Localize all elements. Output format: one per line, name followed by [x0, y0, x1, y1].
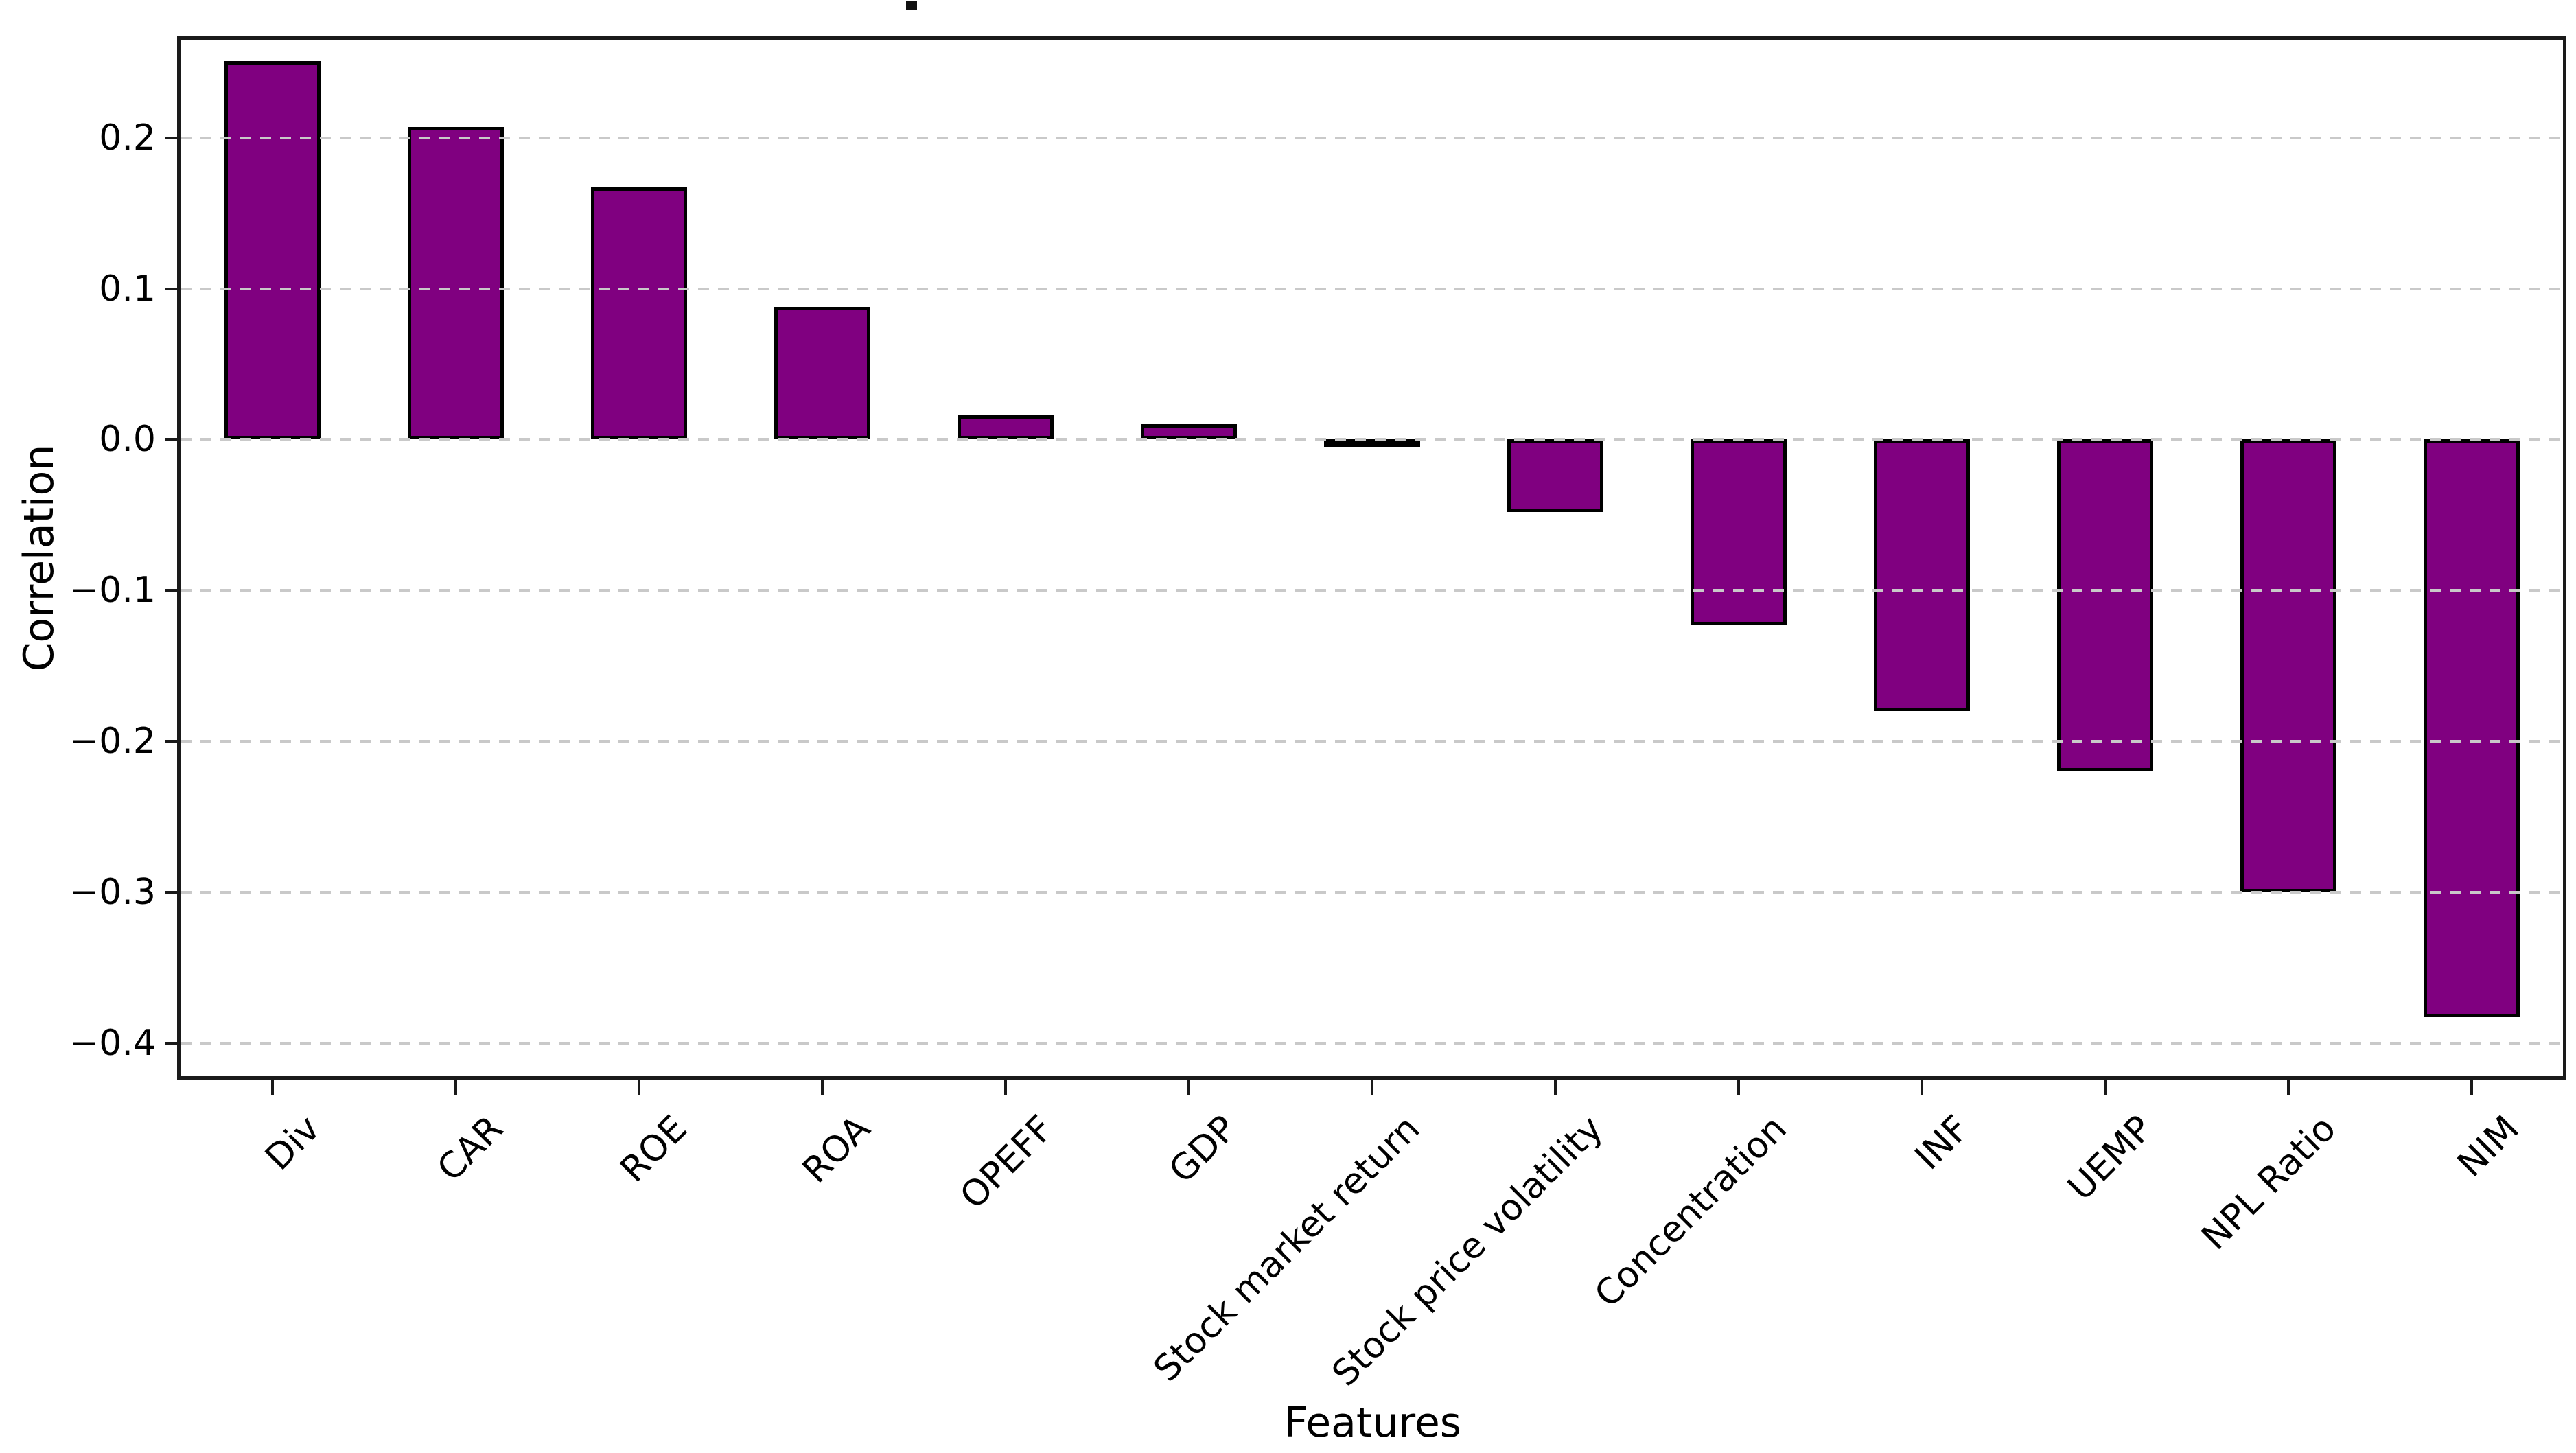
y-tick-label: 0.1 — [99, 268, 156, 310]
x-tick-label-npl-ratio: NPL Ratio — [2194, 1108, 2345, 1258]
bar-roe — [590, 187, 687, 440]
bar-roa — [774, 307, 870, 440]
x-tick-mark — [1370, 1080, 1373, 1095]
x-tick-label-roa: ROA — [794, 1108, 879, 1192]
gridline-y-−0.2 — [181, 740, 2563, 743]
y-tick-mark — [165, 438, 181, 441]
gridline-y-0.0 — [181, 438, 2563, 441]
x-axis-label: Features — [1284, 1399, 1461, 1447]
bar-uemp — [2056, 439, 2153, 771]
y-axis-label: Correlation — [15, 444, 63, 672]
y-tick-label: 0.0 — [99, 419, 156, 461]
gridline-y-0.2 — [181, 136, 2563, 139]
x-tick-mark — [1003, 1080, 1007, 1095]
x-tick-label-nim: NIM — [2450, 1108, 2528, 1185]
y-tick-label: −0.1 — [69, 570, 156, 612]
bar-stock-market-return — [1323, 439, 1420, 447]
gridline-y-−0.1 — [181, 589, 2563, 592]
bar-div — [224, 60, 321, 440]
plot-frame — [177, 36, 2566, 1080]
x-tick-mark — [1553, 1080, 1557, 1095]
y-tick-mark — [165, 136, 181, 139]
bar-concentration — [1690, 439, 1787, 625]
bar-stock-price-volatility — [1507, 439, 1603, 512]
x-tick-label-div: Div — [257, 1108, 329, 1179]
y-tick-mark — [165, 1041, 181, 1045]
y-tick-mark — [165, 890, 181, 894]
y-tick-label: −0.2 — [69, 721, 156, 763]
x-tick-label-car: CAR — [430, 1108, 512, 1190]
x-tick-mark — [1737, 1080, 1740, 1095]
x-tick-label-gdp: GDP — [1161, 1108, 1245, 1192]
gridline-y-−0.4 — [181, 1041, 2563, 1045]
bar-inf — [1873, 439, 1970, 712]
y-tick-label: −0.3 — [69, 871, 156, 913]
y-tick-mark — [165, 589, 181, 592]
x-tick-mark — [270, 1080, 274, 1095]
x-tick-mark — [454, 1080, 457, 1095]
cropped-title-remnant-mark — [906, 1, 917, 10]
x-tick-label-concentration: Concentration — [1586, 1108, 1795, 1316]
x-tick-mark — [820, 1080, 824, 1095]
y-tick-mark — [165, 740, 181, 743]
y-tick-label: −0.4 — [69, 1022, 156, 1064]
x-tick-mark — [2103, 1080, 2107, 1095]
gridline-y-0.1 — [181, 287, 2563, 290]
x-tick-label-opeff: OPEFF — [952, 1108, 1062, 1218]
x-tick-label-roe: ROE — [612, 1108, 695, 1191]
bar-nim — [2423, 439, 2520, 1018]
x-tick-mark — [1920, 1080, 1923, 1095]
x-tick-label-uemp: UEMP — [2060, 1108, 2161, 1209]
x-tick-label-inf: INF — [1907, 1108, 1978, 1178]
y-tick-mark — [165, 287, 181, 290]
x-tick-mark — [1187, 1080, 1190, 1095]
bar-car — [407, 127, 504, 440]
x-tick-mark — [2286, 1080, 2290, 1095]
bar-gdp — [1140, 424, 1237, 440]
x-tick-mark — [2470, 1080, 2473, 1095]
bar-opeff — [957, 415, 1054, 440]
x-tick-mark — [637, 1080, 640, 1095]
bar-npl-ratio — [2240, 439, 2336, 892]
gridline-y-−0.3 — [181, 890, 2563, 894]
y-tick-label: 0.2 — [99, 117, 156, 159]
